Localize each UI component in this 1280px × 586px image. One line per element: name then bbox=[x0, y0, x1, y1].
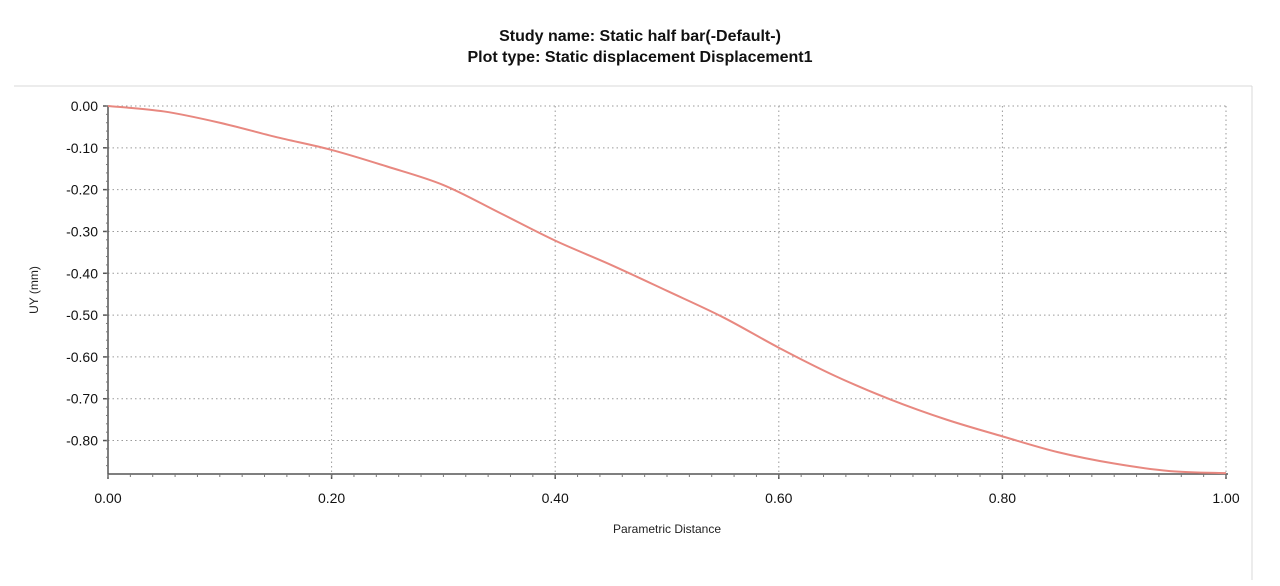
tick-labels: 0.00 -0.10 -0.20 -0.30 -0.40 -0.50 -0.60 -0.70 -… bbox=[66, 98, 1240, 506]
tick-marks bbox=[103, 105, 1227, 479]
y-tick-label: -0.60 bbox=[66, 349, 98, 365]
x-tick-label: 0.60 bbox=[765, 490, 792, 506]
y-tick-label: -0.30 bbox=[66, 223, 98, 239]
x-tick-label: 0.20 bbox=[318, 490, 345, 506]
chart-title: Study name: Static half bar(-Default-) bbox=[499, 28, 781, 45]
y-tick-label: 0.00 bbox=[71, 98, 98, 114]
y-tick-label: -0.20 bbox=[66, 182, 98, 198]
x-tick-label: 1.00 bbox=[1212, 490, 1239, 506]
y-tick-label: -0.80 bbox=[66, 433, 98, 449]
x-axis-label: Parametric Distance bbox=[613, 522, 721, 536]
series bbox=[107, 105, 1227, 475]
chart-subtitle: Plot type: Static displacement Displacem… bbox=[467, 49, 813, 66]
x-tick-label: 0.40 bbox=[542, 490, 569, 506]
y-axis-label: UY (mm) bbox=[27, 266, 41, 314]
series-line bbox=[107, 105, 1227, 475]
y-tick-label: -0.70 bbox=[66, 391, 98, 407]
grid bbox=[108, 105, 1227, 474]
axes bbox=[14, 85, 1253, 580]
x-tick-label: 0.80 bbox=[989, 490, 1016, 506]
y-tick-label: -0.40 bbox=[66, 265, 98, 281]
y-tick-label: -0.10 bbox=[66, 140, 98, 156]
y-tick-label: -0.50 bbox=[66, 307, 98, 323]
x-tick-label: 0.00 bbox=[94, 490, 121, 506]
